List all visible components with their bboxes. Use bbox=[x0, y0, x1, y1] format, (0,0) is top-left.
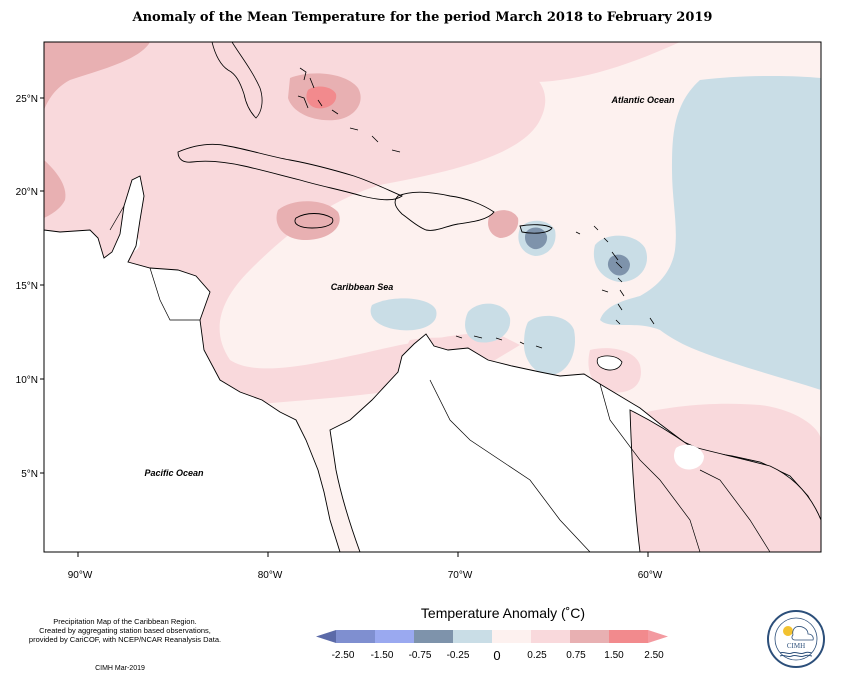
legend-tick-label: -2.50 bbox=[332, 650, 355, 661]
credit-text: CIMH Mar-2019 bbox=[95, 665, 145, 672]
lon-label-70w: 70°W bbox=[448, 570, 473, 581]
land-bahamas bbox=[297, 67, 401, 153]
legend-swatch bbox=[570, 630, 609, 643]
legend-arrow-high bbox=[648, 630, 668, 643]
lat-label-20n: 20°N bbox=[16, 187, 38, 198]
lon-label-90w: 90°W bbox=[68, 570, 93, 581]
legend-swatch bbox=[414, 630, 453, 643]
anomaly-field-pink-hispaniola bbox=[488, 210, 519, 238]
land-abc-islands bbox=[455, 335, 543, 349]
land-florida bbox=[211, 42, 263, 119]
legend-title: Temperature Anomaly (˚C) bbox=[420, 605, 586, 621]
logo-text: CIMH bbox=[787, 642, 805, 650]
anomaly-field-pink-guianas bbox=[629, 409, 821, 552]
land-trinidad bbox=[596, 355, 623, 371]
anomaly-field-red-bahamas bbox=[306, 86, 337, 109]
source-note: Precipitation Map of the Caribbean Regio… bbox=[10, 617, 240, 644]
legend-tick-label: 2.50 bbox=[644, 650, 664, 661]
legend-tick-label: -0.75 bbox=[409, 650, 432, 661]
legend-swatch bbox=[531, 630, 570, 643]
anomaly-field-pink-jamaica bbox=[276, 201, 340, 240]
legend-tick-label: -1.50 bbox=[371, 650, 394, 661]
lon-label-80w: 80°W bbox=[258, 570, 283, 581]
anomaly-field-blue-aruba bbox=[465, 303, 511, 343]
lat-label-15n: 15°N bbox=[16, 281, 38, 292]
legend-swatch bbox=[375, 630, 414, 643]
land-lesser-antilles bbox=[575, 225, 655, 325]
legend-tick-label: 0 bbox=[493, 648, 500, 663]
latitude-ticks bbox=[40, 97, 44, 474]
anomaly-field-blue-atlantic bbox=[600, 75, 821, 390]
land-hispaniola bbox=[394, 191, 495, 231]
anomaly-field-blue-central bbox=[370, 298, 437, 331]
legend-tick-label: 0.75 bbox=[566, 650, 586, 661]
legend-swatch bbox=[336, 630, 375, 643]
legend-tick-label: 0.25 bbox=[527, 650, 547, 661]
legend-swatch bbox=[609, 630, 648, 643]
source-note-line: Precipitation Map of the Caribbean Regio… bbox=[53, 617, 197, 626]
anomaly-field-light-pink-north bbox=[150, 42, 680, 83]
label-atlantic-ocean: Atlantic Ocean bbox=[610, 95, 675, 105]
land-puerto-rico bbox=[519, 224, 553, 234]
lat-label-5n: 5°N bbox=[21, 469, 38, 480]
legend-tick-label: 1.50 bbox=[604, 650, 624, 661]
lat-label-10n: 10°N bbox=[16, 375, 38, 386]
land-jamaica bbox=[294, 213, 334, 229]
land-central-america bbox=[44, 175, 341, 552]
land-cuba bbox=[177, 143, 403, 201]
source-note-line: Created by aggregating station based obs… bbox=[39, 626, 211, 635]
anomaly-field-white-guianas bbox=[674, 444, 704, 470]
longitude-ticks bbox=[77, 552, 649, 557]
cimh-logo-icon: CIMH bbox=[766, 609, 826, 669]
legend-tick-labels: -2.50 -1.50 -0.75 -0.25 0 0.25 0.75 1.50… bbox=[332, 648, 665, 663]
anomaly-field-blue-south bbox=[524, 315, 576, 376]
legend-swatch bbox=[492, 630, 531, 643]
map-frame bbox=[43, 41, 822, 553]
legend-swatch bbox=[453, 630, 492, 643]
legend-colorbar bbox=[316, 630, 668, 643]
map-title: Anomaly of the Mean Temperature for the … bbox=[132, 10, 713, 25]
legend-tick-label: -0.25 bbox=[447, 650, 470, 661]
legend-arrow-low bbox=[316, 630, 336, 643]
border-lines bbox=[109, 205, 771, 552]
label-pacific-ocean: Pacific Ocean bbox=[144, 468, 204, 478]
anomaly-field-pink-west2 bbox=[44, 160, 66, 218]
lat-label-25n: 25°N bbox=[16, 94, 38, 105]
label-caribbean-sea: Caribbean Sea bbox=[331, 282, 394, 292]
lon-label-60w: 60°W bbox=[638, 570, 663, 581]
anomaly-field-pink-west bbox=[44, 42, 150, 110]
source-note-line: provided by CariCOF, with NCEP/NCAR Rean… bbox=[28, 635, 222, 644]
